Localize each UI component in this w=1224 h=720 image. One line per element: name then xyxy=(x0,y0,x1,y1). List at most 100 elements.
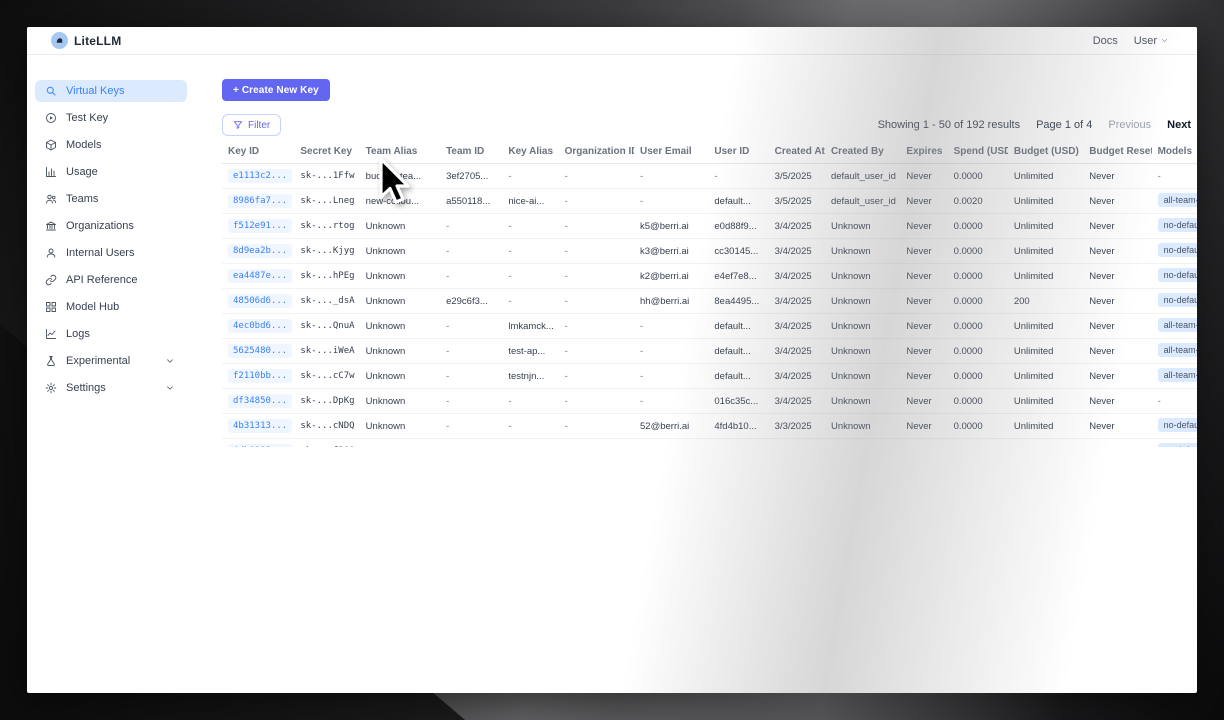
key-id-pill[interactable]: 5625480... xyxy=(228,344,293,358)
sidebar-item-virtual-keys[interactable]: Virtual Keys xyxy=(35,80,187,102)
model-badge: no-default xyxy=(1157,242,1197,257)
table-cell: 3/4/2025 xyxy=(768,388,825,414)
table-cell: default... xyxy=(708,363,769,389)
table-cell: Unlimited xyxy=(1007,188,1084,214)
key-id-pill[interactable]: 4db0218... xyxy=(228,444,293,447)
table-cell: default_user_id xyxy=(824,188,901,214)
page-indicator: Page 1 of 4 xyxy=(1036,119,1093,131)
table-cell: Never xyxy=(900,288,948,314)
table-cell: sk-...QnuA xyxy=(294,313,360,339)
key-id-pill[interactable]: df34850... xyxy=(228,394,293,408)
sidebar-item-label: Internal Users xyxy=(66,247,135,259)
key-id-pill[interactable]: ea4487e... xyxy=(228,269,293,283)
previous-page-button[interactable]: Previous xyxy=(1108,119,1152,131)
table-cell: - xyxy=(440,238,503,264)
table-cell: 4fd4b10... xyxy=(708,413,769,439)
table-cell: default... xyxy=(708,188,769,214)
key-id-cell: 4ec0bd6... xyxy=(222,313,295,339)
filter-button[interactable]: Filter xyxy=(222,114,282,136)
key-id-pill[interactable]: f512e91... xyxy=(228,219,293,233)
table-cell: 0.0020 xyxy=(947,188,1008,214)
table-cell: 4a92239... xyxy=(708,438,769,447)
docs-link[interactable]: Docs xyxy=(1092,34,1118,47)
column-header: Budget Reset xyxy=(1083,143,1152,164)
table-cell: Unknown xyxy=(824,263,901,289)
table-row: e1113c2... sk-...1Ffw budget_tea... 3ef2705… xyxy=(222,163,1197,189)
table-cell: default_user_id xyxy=(824,163,901,189)
table-cell: Never xyxy=(900,213,948,239)
table-row: 4b31313... sk-...cNDQ Unknown - - -52@berri.a… xyxy=(222,413,1197,439)
table-cell: Unknown xyxy=(824,388,901,414)
model-badge: all-team-n xyxy=(1157,367,1197,382)
table-cell: - xyxy=(440,338,503,364)
key-id-pill[interactable]: 8d9ea2b... xyxy=(228,244,293,258)
table-cell: sk-...iWeA xyxy=(294,338,360,364)
model-badge: no-default xyxy=(1157,292,1197,307)
sidebar-item-organizations[interactable]: Organizations xyxy=(35,215,187,237)
sidebar-item-models[interactable]: Models xyxy=(35,134,187,156)
table-cell: Unlimited xyxy=(1007,363,1084,389)
sidebar-item-settings[interactable]: Settings xyxy=(35,377,187,399)
table-cell: Never xyxy=(900,238,948,264)
table-cell: Never xyxy=(900,363,948,389)
key-id-pill[interactable]: 8986fa7... xyxy=(228,194,293,208)
table-cell: Never xyxy=(1083,363,1152,389)
table-cell: e29c6f3... xyxy=(440,288,503,314)
table-cell: - xyxy=(440,213,503,239)
table-cell: - xyxy=(502,388,559,414)
table-cell: - xyxy=(558,363,635,389)
key-id-pill[interactable]: 48506d6... xyxy=(228,294,293,308)
sidebar-item-label: Settings xyxy=(66,382,106,394)
sidebar-item-model-hub[interactable]: Model Hub xyxy=(35,296,187,318)
table-cell: Unknown xyxy=(359,238,441,264)
table-cell: lmkamck... xyxy=(502,313,559,339)
table-cell: 3/4/2025 xyxy=(768,363,825,389)
sidebar-item-api-reference[interactable]: API Reference xyxy=(35,269,187,291)
table-cell: - xyxy=(502,263,559,289)
column-header: Team ID xyxy=(440,143,503,164)
models-cell: no-default xyxy=(1151,288,1197,314)
key-id-cell: e1113c2... xyxy=(222,163,295,189)
app-window: LiteLLM Docs User Virtual Keys Test xyxy=(27,27,1197,693)
table-cell: - xyxy=(502,288,559,314)
key-id-pill[interactable]: f2110bb... xyxy=(228,369,293,383)
key-id-cell: ea4487e... xyxy=(222,263,295,289)
key-id-cell: f512e91... xyxy=(222,213,295,239)
table-row: 4db0218...sk-...f300Unknown---n8@berri.a… xyxy=(222,438,1197,447)
column-header: Key Alias xyxy=(502,143,559,164)
table-cell: Never xyxy=(900,338,948,364)
next-page-button[interactable]: Next xyxy=(1167,119,1191,131)
chevron-down-icon xyxy=(167,386,173,390)
table-cell: 8ea4495... xyxy=(708,288,769,314)
table-cell: 3ef2705... xyxy=(440,163,503,189)
table-cell: hh@berri.ai xyxy=(634,288,709,314)
table-cell: cc30145... xyxy=(708,238,769,264)
table-cell: - xyxy=(440,313,503,339)
sidebar-item-test-key[interactable]: Test Key xyxy=(35,107,187,129)
table-cell: default... xyxy=(708,313,769,339)
column-header: Expires xyxy=(900,143,948,164)
sidebar-item-label: Models xyxy=(66,139,102,151)
main-content: + Create New Key Filter Showing 1 - 50 o… xyxy=(195,55,1197,692)
table-cell: - xyxy=(558,413,635,439)
models-cell: all-team-n xyxy=(1151,313,1197,339)
key-id-pill[interactable]: 4b31313... xyxy=(228,419,293,433)
sidebar-item-internal-users[interactable]: Internal Users xyxy=(35,242,187,264)
key-id-pill[interactable]: e1113c2... xyxy=(228,169,293,183)
table-cell: 0.0000 xyxy=(947,413,1008,439)
create-new-key-button[interactable]: + Create New Key xyxy=(222,79,330,101)
sidebar-item-usage[interactable]: Usage xyxy=(35,161,187,183)
models-cell: no-default xyxy=(1151,213,1197,239)
sidebar-item-experimental[interactable]: Experimental xyxy=(35,350,187,372)
key-id-pill[interactable]: 4ec0bd6... xyxy=(228,319,293,333)
sidebar-item-teams[interactable]: Teams xyxy=(35,188,187,210)
table-row: ea4487e... sk-...hPEg Unknown - - - k2@berri.a… xyxy=(222,263,1197,289)
play-circle-icon xyxy=(46,113,56,123)
sidebar-item-logs[interactable]: Logs xyxy=(35,323,187,345)
table-cell: - xyxy=(440,263,503,289)
table-cell: sk-...hPEg xyxy=(294,263,360,289)
table-cell: - xyxy=(558,238,635,264)
table-row: 5625480... sk-...iWeA Unknown - test-ap... - -… xyxy=(222,338,1197,364)
user-menu[interactable]: User xyxy=(1134,35,1169,47)
table-cell: 3/5/2025 xyxy=(768,163,825,189)
